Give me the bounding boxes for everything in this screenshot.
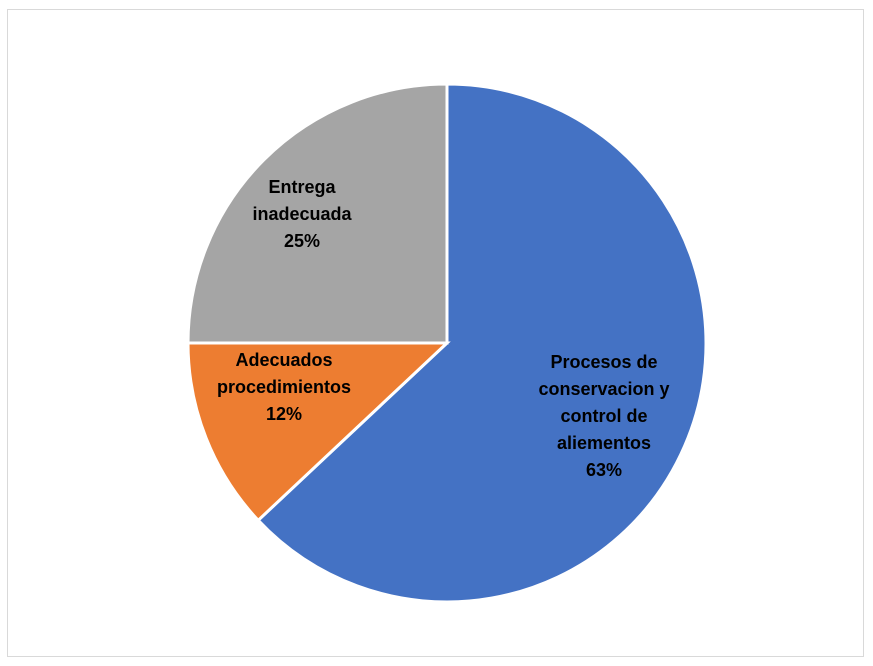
slice-label-2: Adecuados procedimientos 12% — [217, 350, 351, 424]
slice-name-line: Entrega — [268, 177, 336, 197]
slice-name-line: aliementos — [557, 433, 651, 453]
slice-name-line: procedimientos — [217, 377, 351, 397]
slice-label-3: Entrega inadecuada 25% — [252, 177, 352, 251]
pie-slice-2 — [186, 341, 451, 523]
slice-name-line: Procesos de — [550, 352, 657, 372]
pie-slice-1 — [256, 82, 708, 604]
slice-name-line: control de — [560, 406, 647, 426]
slice-name-line: conservacion y — [538, 379, 669, 399]
slice-percent-label: 25% — [284, 231, 320, 251]
slice-name-line: inadecuada — [252, 204, 352, 224]
slice-label-1: Procesos de conservacion y control de aliem… — [538, 352, 669, 480]
slice-name-line: Adecuados — [235, 350, 332, 370]
pie-slice-3 — [186, 82, 449, 345]
slice-percent-label: 63% — [586, 460, 622, 480]
slice-percent-label: 12% — [266, 404, 302, 424]
